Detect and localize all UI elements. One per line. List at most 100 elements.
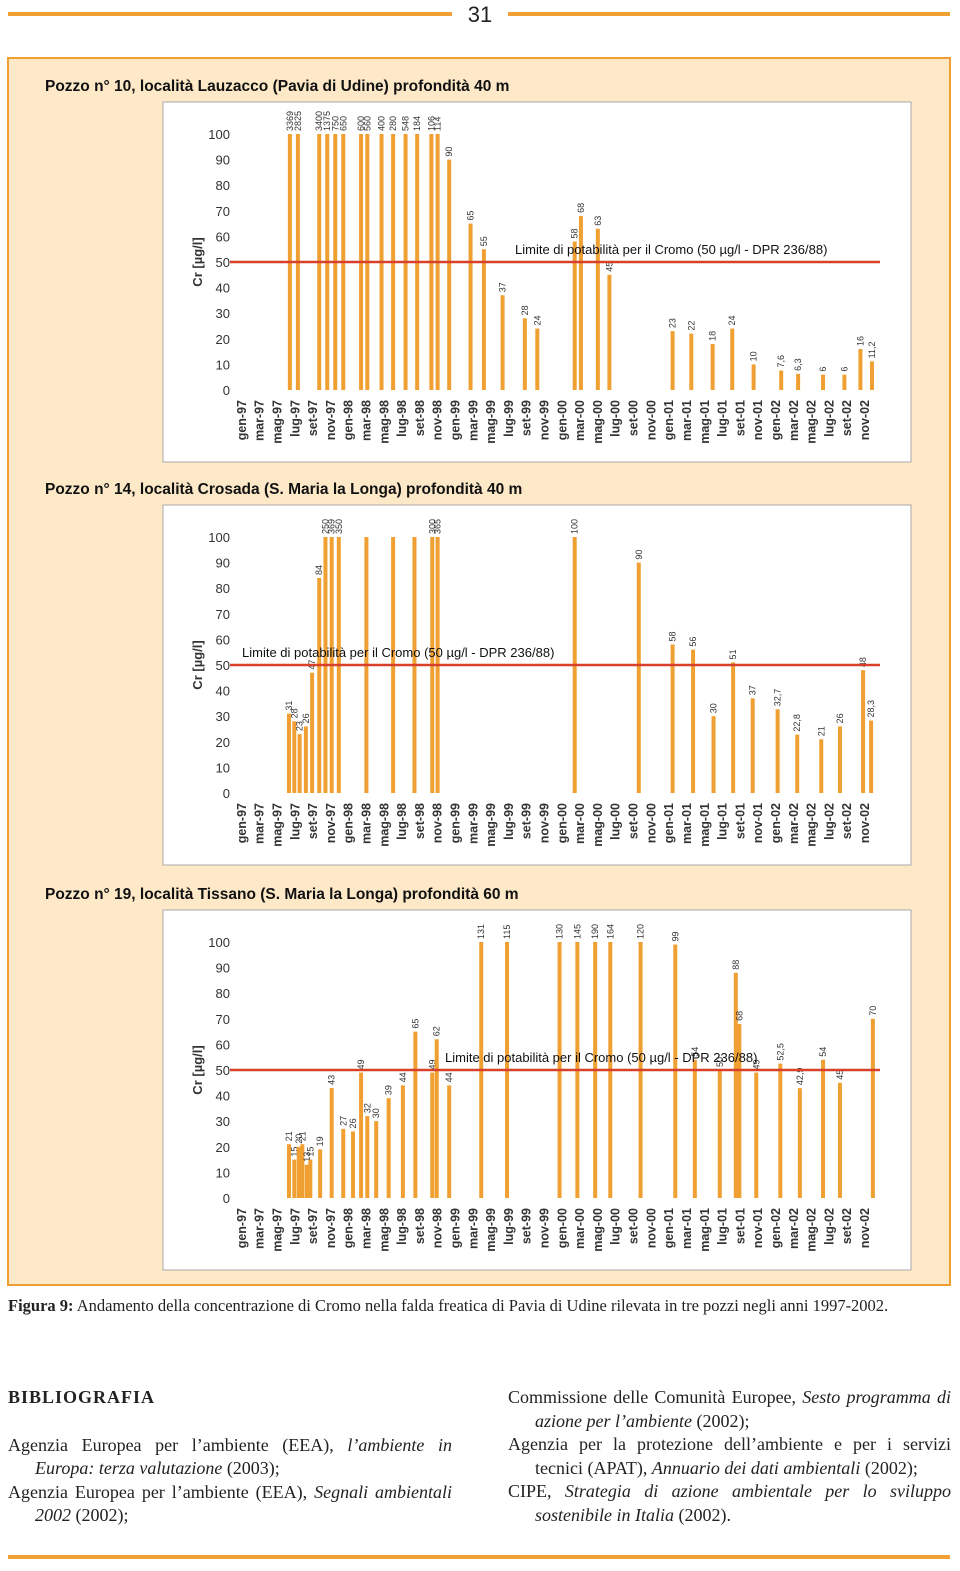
bib-title: Sesto programma di azione per l’ambiente: [535, 1387, 951, 1431]
bar: [304, 1164, 309, 1198]
y-tick-label: 80: [216, 581, 230, 596]
caption: Figura 9: Andamento della concentrazione…: [8, 1295, 952, 1317]
value-label: 22,8: [792, 714, 802, 732]
value-label: 18: [708, 331, 718, 341]
y-tick-label: 100: [208, 530, 230, 545]
value-label: 2825: [293, 111, 303, 131]
value-label: 70: [868, 1006, 878, 1016]
x-tick-label: set-02: [840, 803, 854, 839]
value-label: 1375: [322, 111, 332, 131]
y-tick-label: 90: [216, 556, 230, 571]
x-tick-label: nov-97: [324, 400, 338, 440]
x-tick-label: set-99: [520, 1208, 534, 1244]
x-tick-label: mag-00: [591, 400, 605, 444]
value-label: 50: [715, 1057, 725, 1067]
bar: [842, 374, 847, 390]
x-tick-label: lug-02: [822, 1208, 836, 1245]
chart-title: Pozzo n° 19, località Tissano (S. Maria …: [45, 886, 519, 903]
y-tick-label: 30: [216, 306, 230, 321]
x-tick-label: mar-97: [253, 400, 267, 441]
x-tick-label: nov-97: [324, 803, 338, 843]
y-tick-label: 0: [223, 383, 230, 398]
value-label: 600: [356, 116, 366, 131]
value-label: 24: [727, 316, 737, 326]
value-label: 44: [398, 1072, 408, 1082]
bar: [310, 672, 315, 793]
x-tick-label: mar-01: [680, 803, 694, 844]
value-label: 63: [593, 216, 603, 226]
y-tick-label: 80: [216, 986, 230, 1001]
x-tick-label: mag-98: [377, 803, 391, 847]
value-label: 37: [498, 282, 508, 292]
bib-entry: Agenzia per la protezione dell’ambiente …: [508, 1433, 951, 1480]
bar: [595, 228, 600, 390]
value-label: 54: [818, 1047, 828, 1057]
x-tick-label: set-01: [733, 803, 747, 839]
bar: [292, 1159, 297, 1198]
x-tick-label: lug-02: [822, 803, 836, 840]
y-tick-label: 50: [216, 255, 230, 270]
bib-after: (2002).: [674, 1504, 732, 1525]
value-label: 130: [555, 924, 565, 939]
x-tick-label: lug-97: [288, 803, 302, 840]
bibliography-left: BIBLIOGRAFIA Agenzia Europea per l’ambie…: [8, 1386, 452, 1528]
bar: [572, 241, 577, 390]
x-tick-label: lug-01: [716, 400, 730, 437]
y-tick-label: 40: [216, 281, 230, 296]
bar: [754, 1072, 759, 1198]
bar: [434, 1039, 439, 1198]
bar: [869, 361, 874, 390]
plot-box: [162, 504, 912, 866]
bar: [795, 734, 800, 793]
bar: [500, 295, 505, 390]
x-tick-label: mag-02: [805, 803, 819, 847]
bar: [710, 343, 715, 390]
limit-label: Limite di potabilità per il Cromo (50 µg…: [445, 1050, 757, 1065]
x-tick-label: lug-00: [609, 1208, 623, 1245]
x-tick-label: set-00: [627, 1208, 641, 1244]
bar: [522, 318, 527, 390]
bar: [837, 1082, 842, 1198]
x-tick-label: mag-97: [271, 400, 285, 444]
value-label: 400: [377, 116, 387, 131]
x-tick-label: gen-98: [342, 400, 356, 440]
bib-before: Agenzia per la protezione dell’ambiente …: [508, 1434, 951, 1478]
x-tick-label: gen-99: [449, 400, 463, 440]
x-tick-label: gen-97: [235, 400, 249, 440]
value-label: 56: [688, 637, 698, 647]
y-tick-label: 80: [216, 178, 230, 193]
value-label: 31: [284, 701, 294, 711]
value-label: 250: [320, 519, 330, 534]
bib-after: (2002);: [860, 1457, 918, 1478]
value-label: 32,7: [773, 689, 783, 707]
x-tick-label: mar-00: [573, 1208, 587, 1249]
value-label: 39: [384, 1085, 394, 1095]
y-tick-label: 90: [216, 153, 230, 168]
x-tick-label: set-01: [733, 1208, 747, 1244]
value-label: 20: [294, 1134, 304, 1144]
x-tick-label: set-98: [413, 1208, 427, 1244]
bar: [775, 709, 780, 793]
x-tick-label: nov-01: [751, 400, 765, 440]
x-tick-label: nov-99: [538, 803, 552, 843]
bib-before: CIPE,: [508, 1481, 565, 1501]
x-tick-label: mag-00: [591, 1208, 605, 1252]
value-label: 6: [818, 367, 828, 372]
bar: [286, 713, 291, 793]
bar: [733, 972, 738, 1198]
value-label: 3400: [314, 111, 324, 131]
x-tick-label: mag-01: [698, 1208, 712, 1252]
y-tick-label: 20: [216, 332, 230, 347]
bar: [717, 1070, 722, 1198]
value-label: 51: [728, 649, 738, 659]
bar: [636, 562, 641, 793]
bar: [689, 333, 694, 390]
value-label: 58: [668, 632, 678, 642]
x-tick-label: mag-00: [591, 803, 605, 847]
bar: [318, 1149, 323, 1198]
y-tick-label: 20: [216, 1140, 230, 1155]
bar: [365, 1116, 370, 1198]
bar: [351, 1131, 356, 1198]
limit-label: Limite di potabilità per il Cromo (50 µg…: [515, 242, 827, 257]
x-tick-label: nov-98: [431, 400, 445, 440]
